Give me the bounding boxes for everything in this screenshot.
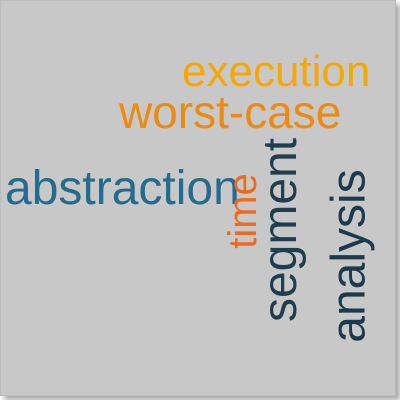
word-execution: execution — [182, 47, 371, 96]
word-analysis: analysis — [322, 169, 376, 343]
word-segment: segment — [254, 137, 308, 323]
word-worst-case: worst-case — [119, 86, 342, 138]
word-abstraction: abstraction — [5, 162, 240, 215]
